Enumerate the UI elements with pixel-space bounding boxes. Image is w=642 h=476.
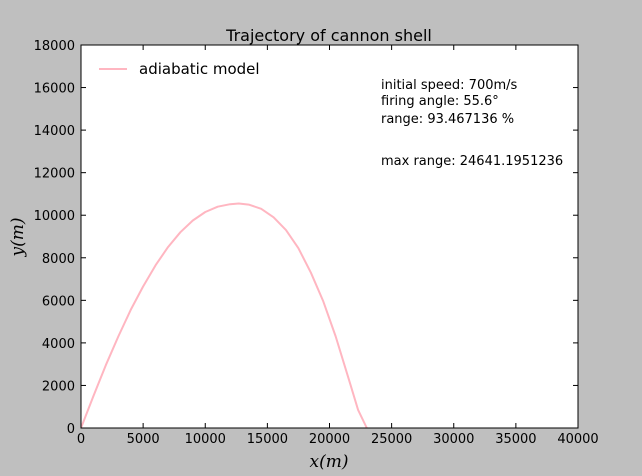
x-tick-label: 30000 (433, 432, 474, 447)
y-tick-label: 10000 (34, 209, 75, 224)
y-tick-label: 0 (67, 422, 75, 437)
y-tick-label: 4000 (42, 337, 75, 352)
series-layer (80, 202, 368, 429)
series-line-adiabatic-model (80, 202, 368, 429)
annotation-range: range: 93.467136 % (381, 112, 514, 127)
x-tick-label: 40000 (557, 432, 598, 447)
annotation-initial-speed: initial speed: 700m/s (381, 78, 518, 93)
y-tick-label: 8000 (42, 252, 75, 267)
x-tick-label: 15000 (247, 432, 288, 447)
y-tick-label: 2000 (42, 379, 75, 394)
x-tick-label: 0 (77, 432, 85, 447)
legend-label: adiabatic model (139, 60, 260, 78)
plot-frame (80, 44, 579, 429)
annotation-max-range: max range: 24641.1951236 (381, 154, 563, 169)
x-axis-ticks: 0 5000 10000 15000 20000 25000 30000 35000 40000 (77, 45, 599, 447)
x-tick-label: 20000 (309, 432, 350, 447)
y-tick-label: 6000 (42, 294, 75, 309)
y-tick-label: 12000 (34, 167, 75, 182)
y-axis-label: y(m) (8, 218, 28, 258)
y-tick-label: 16000 (34, 82, 75, 97)
plot-area (81, 45, 578, 428)
y-axis-ticks: 0 2000 4000 6000 8000 10000 12000 14000 16000 180… (34, 39, 578, 437)
x-tick-label: 35000 (495, 432, 536, 447)
x-tick-label: 25000 (371, 432, 412, 447)
x-tick-label: 5000 (127, 432, 160, 447)
y-tick-label: 18000 (34, 39, 75, 54)
chart-title: Trajectory of cannon shell (225, 26, 432, 45)
x-tick-label: 10000 (185, 432, 226, 447)
y-tick-label: 14000 (34, 124, 75, 139)
x-axis-label: x(m) (310, 452, 349, 472)
annotation-firing-angle: firing angle: 55.6° (381, 94, 499, 109)
